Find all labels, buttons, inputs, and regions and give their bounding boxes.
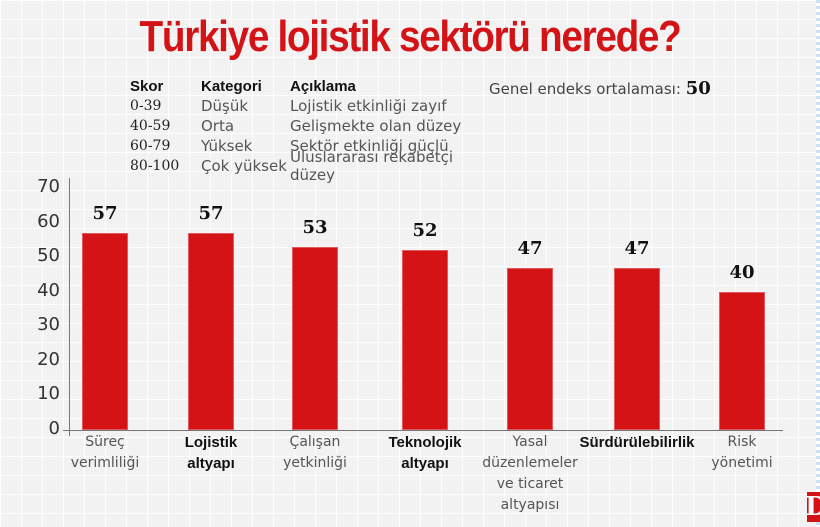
legend-score: 60-79 bbox=[130, 138, 171, 154]
y-tick-label: 60 bbox=[37, 210, 60, 232]
x-category-line: ve ticaret bbox=[496, 476, 564, 492]
legend-category: Orta bbox=[201, 117, 235, 135]
average-value: 50 bbox=[685, 78, 711, 99]
page-edge bbox=[816, 0, 820, 527]
legend-row: 60-79 Yüksek Sektör etkinliği güçlü bbox=[130, 136, 490, 156]
bar-value-label: 57 bbox=[198, 202, 224, 224]
legend-score: 40-59 bbox=[130, 118, 171, 134]
bar bbox=[719, 291, 765, 430]
legend-header-score: Skor bbox=[130, 77, 164, 95]
legend-row: 0-39 Düşük Lojistik etkinliği zayıf bbox=[130, 96, 490, 116]
publisher-logo: D bbox=[805, 492, 820, 522]
legend-description: Lojistik etkinliği zayıf bbox=[290, 97, 447, 115]
x-category-line: düzenlemeler bbox=[482, 455, 578, 471]
average-annotation: Genel endeks ortalaması: 50 bbox=[489, 78, 711, 99]
bar-value-label: 40 bbox=[729, 261, 755, 283]
x-category-label: Teknolojik altyapı bbox=[360, 432, 490, 474]
bar-value-label: 57 bbox=[92, 202, 118, 224]
legend-row: 80-100 Çok yüksek Uluslararası rekabetçi… bbox=[130, 148, 490, 184]
logo-letter: D bbox=[805, 492, 820, 522]
bar-value-label: 52 bbox=[412, 220, 438, 242]
y-tick-label: 20 bbox=[37, 348, 60, 370]
x-category-line: altyapı bbox=[187, 455, 235, 472]
legend-header-category: Kategori bbox=[201, 77, 262, 95]
x-category-label: Lojistik altyapı bbox=[146, 432, 276, 474]
legend-description: Uluslararası rekabetçi düzey bbox=[290, 148, 454, 184]
bar bbox=[82, 232, 128, 430]
x-category-label: Yasal düzenlemeler ve ticaret altyapısı bbox=[465, 432, 595, 516]
x-category-line: Risk bbox=[727, 434, 757, 450]
x-category-label: Risk yönetimi bbox=[677, 432, 807, 474]
y-tick-label: 50 bbox=[37, 245, 60, 267]
x-category-line: altyapı bbox=[401, 455, 449, 472]
legend-category: Düşük bbox=[201, 97, 249, 115]
x-category-line: altyapısı bbox=[500, 497, 560, 513]
x-category-label: Çalışan yetkinliği bbox=[250, 432, 380, 474]
legend-description: Sektör etkinliği güçlü bbox=[290, 137, 449, 155]
bar bbox=[402, 250, 448, 430]
bar bbox=[614, 267, 660, 430]
y-tick-label: 30 bbox=[37, 314, 60, 336]
bar-value-label: 47 bbox=[624, 237, 650, 259]
y-tick-label: 0 bbox=[48, 418, 60, 439]
chart-title: Türkiye lojistik sektörü nerede? bbox=[139, 12, 682, 61]
x-category-line: Yasal bbox=[512, 434, 548, 450]
x-category-line: verimliliği bbox=[70, 455, 140, 471]
legend-row: 40-59 Orta Gelişmekte olan düzey bbox=[130, 116, 490, 136]
legend-category: Çok yüksek bbox=[201, 157, 287, 175]
x-category-line: Çalışan bbox=[289, 434, 341, 450]
legend-score: 0-39 bbox=[130, 98, 162, 114]
bar bbox=[188, 232, 234, 430]
average-label: Genel endeks ortalaması: bbox=[489, 80, 681, 98]
legend-header: Skor Kategori Açıklama bbox=[130, 76, 490, 96]
legend-header-description: Açıklama bbox=[290, 77, 356, 95]
legend-score: 80-100 bbox=[130, 158, 180, 174]
legend-category: Yüksek bbox=[201, 137, 253, 155]
score-legend: Skor Kategori Açıklama 0-39 Düşük Lojist… bbox=[130, 76, 490, 185]
x-category-line: Sürdürülebilirlik bbox=[579, 434, 695, 451]
bar bbox=[292, 246, 338, 430]
legend-description: Gelişmekte olan düzey bbox=[290, 117, 462, 135]
bar-value-label: 47 bbox=[517, 237, 543, 259]
x-axis bbox=[63, 430, 783, 431]
x-category-label: Sürdürülebilirlik bbox=[572, 432, 702, 453]
bar-value-label: 53 bbox=[302, 216, 328, 238]
bar bbox=[507, 267, 553, 430]
y-axis bbox=[69, 178, 70, 436]
x-category-label: Süreç verimliliği bbox=[40, 432, 170, 474]
x-category-line: Lojistik bbox=[184, 434, 238, 451]
y-tick-label: 10 bbox=[37, 383, 60, 405]
x-category-line: Süreç bbox=[85, 434, 125, 450]
x-category-line: yönetimi bbox=[711, 455, 773, 471]
y-tick-label: 40 bbox=[37, 279, 60, 301]
x-category-line: yetkinliği bbox=[283, 455, 347, 471]
y-tick-label: 70 bbox=[37, 176, 60, 197]
x-category-line: Teknolojik bbox=[388, 434, 462, 451]
